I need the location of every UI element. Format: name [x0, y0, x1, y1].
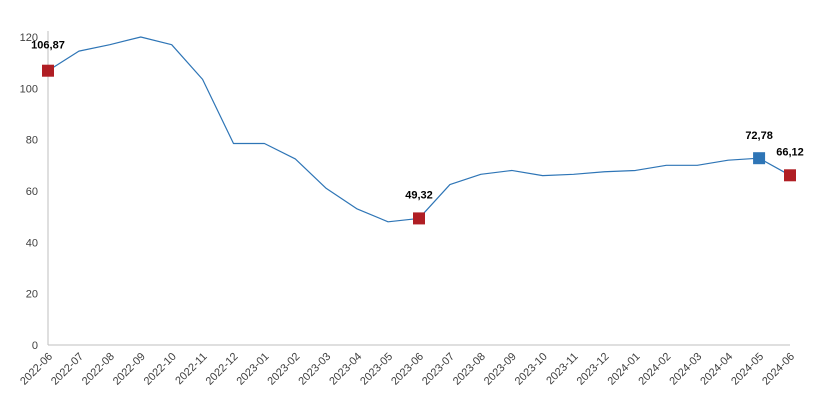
x-tick-label: 2022-07	[49, 351, 86, 388]
x-tick-label: 2024-03	[667, 351, 704, 388]
x-tick-label: 2023-01	[235, 351, 272, 388]
y-tick-label: 60	[26, 186, 38, 198]
x-tick-label: 2023-05	[358, 351, 395, 388]
x-tick-label: 2022-06	[18, 351, 55, 388]
data-label: 106,87	[31, 40, 65, 52]
data-label: 72,78	[745, 130, 773, 142]
x-tick-label: 2022-11	[173, 351, 209, 387]
highlight-marker	[42, 64, 54, 77]
x-tick-label: 2023-06	[389, 351, 426, 388]
x-tick-label: 2023-09	[482, 351, 519, 388]
x-tick-label: 2023-02	[265, 351, 302, 388]
y-tick-label: 120	[20, 32, 38, 44]
x-tick-label: 2023-04	[327, 351, 364, 388]
highlight-marker	[784, 169, 796, 182]
y-tick-label: 100	[20, 83, 38, 95]
highlight-markers	[42, 64, 796, 225]
x-tick-label: 2024-01	[606, 351, 643, 388]
x-tick-label: 2022-12	[204, 351, 241, 388]
x-tick-label: 2024-06	[760, 351, 797, 388]
x-tick-label: 2024-05	[729, 351, 766, 388]
y-tick-label: 40	[26, 237, 38, 249]
x-tick-label: 2022-08	[80, 351, 117, 388]
x-tick-label: 2024-02	[636, 351, 673, 388]
x-tick-label: 2023-07	[420, 351, 457, 388]
x-tick-label: 2023-12	[575, 351, 612, 388]
x-tick-label: 2022-09	[111, 351, 148, 388]
x-tick-label: 2024-04	[698, 351, 735, 388]
x-tick-label: 2023-08	[451, 351, 488, 388]
highlight-marker	[753, 152, 766, 165]
highlight-marker	[413, 212, 425, 225]
x-tick-label: 2023-03	[296, 351, 333, 388]
y-tick-label: 20	[26, 289, 38, 301]
data-label: 49,32	[405, 189, 433, 201]
y-tick-label: 80	[26, 135, 38, 147]
x-axis: 2022-062022-072022-082022-092022-102022-…	[18, 344, 797, 388]
x-tick-label: 2023-10	[513, 351, 550, 388]
y-axis: 0 20 40 60 80 100 120	[20, 31, 49, 352]
x-tick-label: 2023-11	[544, 351, 580, 387]
x-tick-label: 2022-10	[142, 351, 179, 388]
y-tick-label: 0	[32, 340, 38, 352]
data-label: 66,12	[776, 146, 804, 158]
